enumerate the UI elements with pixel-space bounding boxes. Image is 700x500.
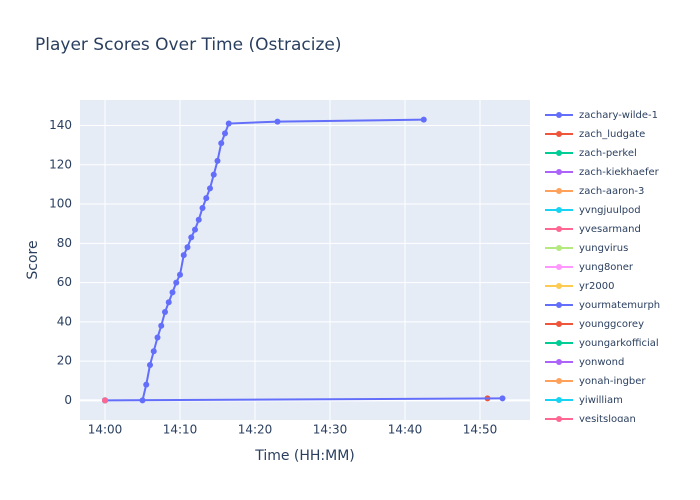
data-point (274, 118, 281, 125)
legend-label: yvngjuulpod (579, 205, 641, 216)
legend-label: yonah-ingber (579, 376, 646, 387)
legend-label: yr2000 (579, 281, 614, 292)
legend-label: zach-kiekhaefer (579, 167, 660, 178)
legend-marker (556, 416, 562, 422)
data-point (184, 244, 191, 251)
legend-marker (556, 169, 562, 175)
data-point (147, 362, 153, 369)
y-tick-label: 100 (49, 197, 72, 211)
data-point (162, 309, 168, 316)
x-tick-label: 14:40 (388, 423, 423, 437)
x-axis-title: Time (HH:MM) (254, 448, 355, 464)
x-tick-label: 14:10 (163, 423, 198, 437)
data-point (102, 397, 108, 404)
x-tick-label: 14:00 (88, 423, 123, 437)
y-tick-label: 40 (57, 314, 72, 328)
data-point (143, 381, 150, 388)
y-axis-title: Score (25, 240, 41, 279)
plot-area (102, 116, 506, 404)
legend-marker (556, 321, 562, 327)
data-point (158, 322, 165, 329)
x-tick-label: 14:20 (238, 423, 273, 437)
legend-label: younggcorey (579, 319, 644, 330)
y-tick-label: 140 (49, 118, 72, 132)
legend-marker (556, 302, 562, 308)
data-point (203, 195, 210, 202)
x-tick-label: 14:30 (313, 423, 348, 437)
legend-marker (556, 359, 562, 365)
data-point (154, 334, 161, 341)
data-point (210, 171, 217, 178)
data-point (188, 234, 195, 241)
legend-label: yonwond (579, 357, 624, 368)
data-point (169, 289, 176, 296)
legend-marker (556, 283, 562, 289)
data-point (195, 216, 202, 223)
legend-marker (556, 378, 562, 384)
data-point (173, 279, 180, 286)
series-line (104, 397, 503, 402)
legend-marker (556, 340, 562, 346)
grid (80, 100, 530, 420)
data-point (177, 271, 183, 278)
legend: zachary-wilde-1 zach_ludgate zach-perkel za… (545, 110, 660, 425)
legend-marker (556, 207, 562, 213)
legend-marker (556, 264, 562, 270)
legend-label: yourmatemurph (579, 300, 660, 311)
data-point (499, 395, 506, 402)
chart-title: Player Scores Over Time (Ostracize) (35, 35, 342, 55)
legend-label: yungvirus (579, 243, 628, 254)
legend-marker (556, 150, 562, 156)
legend-label: zach_ludgate (579, 129, 645, 140)
legend-label: zach-perkel (579, 148, 637, 159)
data-point (192, 226, 198, 233)
legend-marker (556, 397, 562, 403)
data-point (150, 348, 157, 355)
legend-label: yvesarmand (579, 224, 641, 235)
y-tick-label: 80 (57, 236, 72, 250)
data-point (218, 140, 225, 147)
legend-marker (556, 245, 562, 251)
data-point (222, 130, 228, 137)
y-tick-label: 120 (49, 157, 72, 171)
data-point (165, 299, 172, 306)
data-point (420, 116, 427, 123)
data-point (207, 185, 213, 192)
legend-label: youngarkofficial (579, 338, 659, 349)
data-point (199, 204, 206, 211)
y-tick-label: 20 (57, 354, 72, 368)
legend-label: zach-aaron-3 (579, 186, 644, 197)
plot-background (80, 100, 530, 420)
legend-marker (556, 226, 562, 232)
legend-marker (556, 188, 562, 194)
data-point (214, 157, 221, 164)
legend-label: yesitslogan (579, 414, 636, 425)
x-tick-label: 14:50 (463, 423, 498, 437)
legend-label: yiwilliam (579, 395, 623, 406)
legend-marker (556, 112, 562, 118)
legend-label: zachary-wilde-1 (579, 110, 658, 121)
legend-label: yung8oner (579, 262, 634, 273)
legend-marker (556, 131, 562, 137)
y-tick-label: 0 (64, 393, 72, 407)
data-point (225, 120, 232, 127)
data-point (180, 252, 187, 259)
y-tick-label: 60 (57, 275, 72, 289)
